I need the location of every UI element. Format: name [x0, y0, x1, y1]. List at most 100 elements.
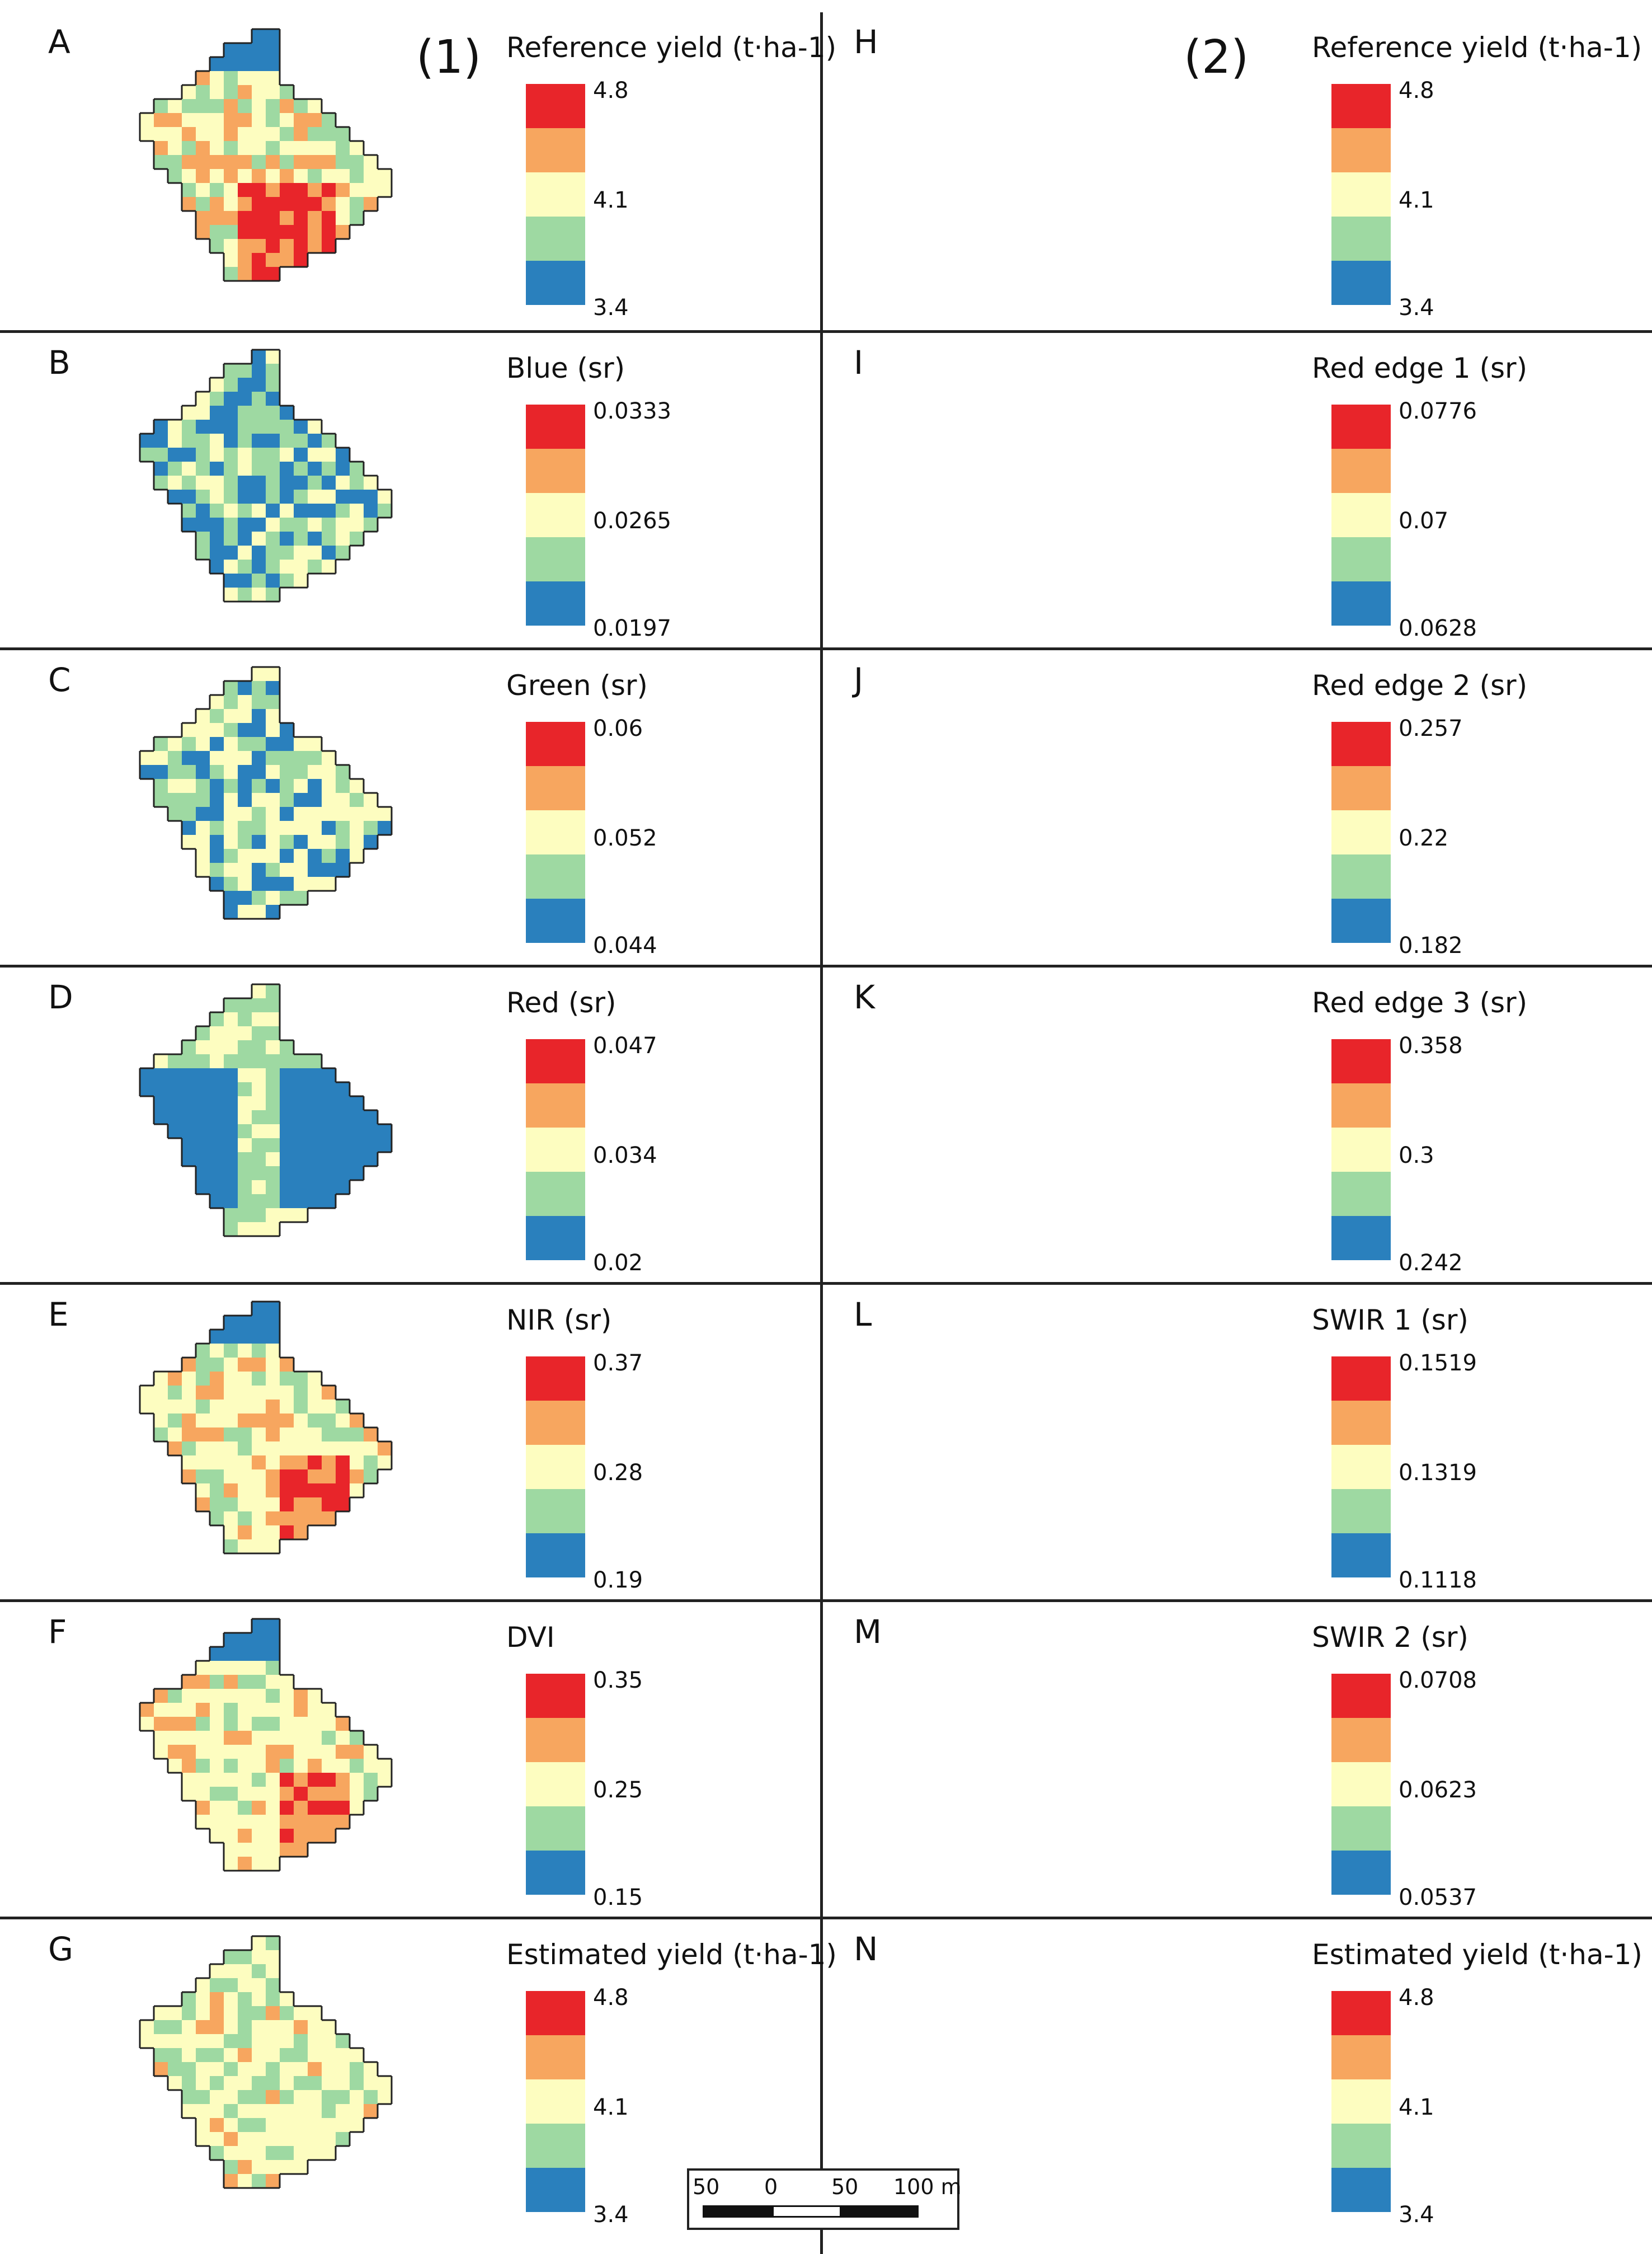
raster-cell	[252, 1745, 266, 1759]
raster-cell	[224, 71, 238, 85]
raster-cell	[322, 183, 336, 197]
panel-letter: B	[48, 344, 70, 382]
raster-cell	[322, 1194, 336, 1208]
raster-cell	[266, 1647, 280, 1661]
yield-map	[806, 1602, 1626, 1915]
raster-cell	[140, 2020, 154, 2034]
raster-cell	[182, 504, 196, 518]
raster-cell	[322, 1815, 336, 1829]
raster-cell	[140, 1717, 154, 1731]
raster-cell	[210, 532, 224, 546]
raster-cell	[280, 1414, 294, 1427]
raster-cell	[210, 751, 224, 765]
raster-cell	[336, 821, 350, 835]
raster-cell	[154, 99, 168, 113]
raster-cell	[322, 807, 336, 821]
raster-cell	[266, 793, 280, 807]
legend-class-1	[526, 405, 585, 449]
legend-color-ramp	[526, 1356, 585, 1577]
raster-cell	[266, 877, 280, 891]
legend-class-2	[1331, 1718, 1391, 1762]
raster-cell	[308, 169, 322, 183]
raster-cell	[210, 1330, 224, 1344]
panel-letter: J	[854, 661, 864, 699]
raster-cell	[168, 2034, 182, 2048]
raster-cell	[266, 984, 280, 998]
raster-cell	[266, 751, 280, 765]
raster-cell	[350, 2048, 364, 2062]
raster-cell	[280, 1703, 294, 1717]
raster-cell	[238, 99, 252, 113]
raster-cell	[182, 197, 196, 211]
raster-cell	[322, 793, 336, 807]
raster-cell	[266, 504, 280, 518]
raster-cell	[210, 1483, 224, 1497]
raster-cell	[168, 1372, 182, 1386]
raster-cell	[224, 877, 238, 891]
raster-cell	[266, 1124, 280, 1138]
raster-cell	[238, 1829, 252, 1843]
raster-cell	[280, 141, 294, 155]
raster-cell	[252, 1068, 266, 1082]
raster-cell	[182, 765, 196, 779]
raster-cell	[336, 127, 350, 141]
legend-title: Blue (sr)	[506, 352, 625, 384]
panel-letter: G	[48, 1930, 73, 1968]
raster-cell	[168, 1400, 182, 1414]
raster-cell	[378, 821, 392, 835]
raster-cell	[280, 737, 294, 751]
raster-cell	[350, 1773, 364, 1787]
raster-cell	[154, 2048, 168, 2062]
raster-cell	[224, 57, 238, 71]
raster-cell	[266, 2104, 280, 2118]
raster-cell	[154, 1386, 168, 1400]
raster-cell	[238, 1166, 252, 1180]
legend-mid: 0.1319	[1399, 1460, 1477, 1486]
legend-class-1	[1331, 1356, 1391, 1401]
raster-cell	[336, 793, 350, 807]
raster-cell	[196, 420, 210, 434]
raster-cell	[280, 1208, 294, 1222]
raster-cell	[280, 1372, 294, 1386]
legend-max: 4.8	[1399, 1985, 1434, 2011]
raster-cell	[336, 835, 350, 849]
raster-cell	[238, 709, 252, 723]
raster-cell	[210, 1082, 224, 1096]
raster-cell	[308, 560, 322, 574]
raster-cell	[350, 462, 364, 476]
raster-cell	[238, 1525, 252, 1539]
raster-cell	[252, 2090, 266, 2104]
raster-cell	[238, 1414, 252, 1427]
raster-cell	[196, 1082, 210, 1096]
legend-min: 0.044	[593, 933, 657, 959]
raster-cell	[238, 532, 252, 546]
raster-cell	[238, 821, 252, 835]
raster-cell	[308, 765, 322, 779]
raster-cell	[294, 504, 308, 518]
raster-cell	[238, 211, 252, 225]
raster-cell	[266, 1427, 280, 1441]
raster-cell	[322, 1414, 336, 1427]
raster-cell	[238, 1511, 252, 1525]
raster-cell	[154, 462, 168, 476]
raster-cell	[350, 1745, 364, 1759]
raster-cell	[294, 2048, 308, 2062]
raster-cell	[280, 1110, 294, 1124]
raster-cell	[266, 1180, 280, 1194]
raster-cell	[224, 681, 238, 695]
raster-cell	[280, 1759, 294, 1773]
legend-color-ramp	[526, 1039, 585, 1260]
map-panel-c: C Green (sr) 0.06 0.052 0.044	[0, 650, 820, 968]
raster-cell	[280, 1138, 294, 1152]
raster-cell	[252, 667, 266, 681]
raster-cell	[294, 476, 308, 490]
legend-class-4	[1331, 1172, 1391, 1216]
raster-cell	[238, 1012, 252, 1026]
raster-cell	[196, 1026, 210, 1040]
raster-cell	[294, 1801, 308, 1815]
raster-cell	[322, 2146, 336, 2160]
raster-cell	[252, 723, 266, 737]
raster-cell	[294, 765, 308, 779]
legend-color-ramp	[1331, 405, 1391, 626]
raster-cell	[308, 113, 322, 127]
